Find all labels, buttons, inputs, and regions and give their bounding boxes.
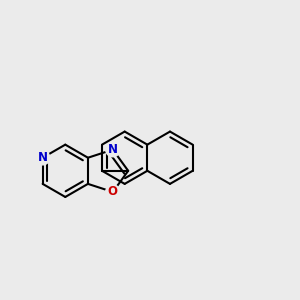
Circle shape xyxy=(35,151,50,165)
Circle shape xyxy=(106,185,120,199)
Text: N: N xyxy=(108,143,118,156)
Text: N: N xyxy=(38,151,48,164)
Text: O: O xyxy=(108,185,118,199)
Circle shape xyxy=(106,142,120,157)
